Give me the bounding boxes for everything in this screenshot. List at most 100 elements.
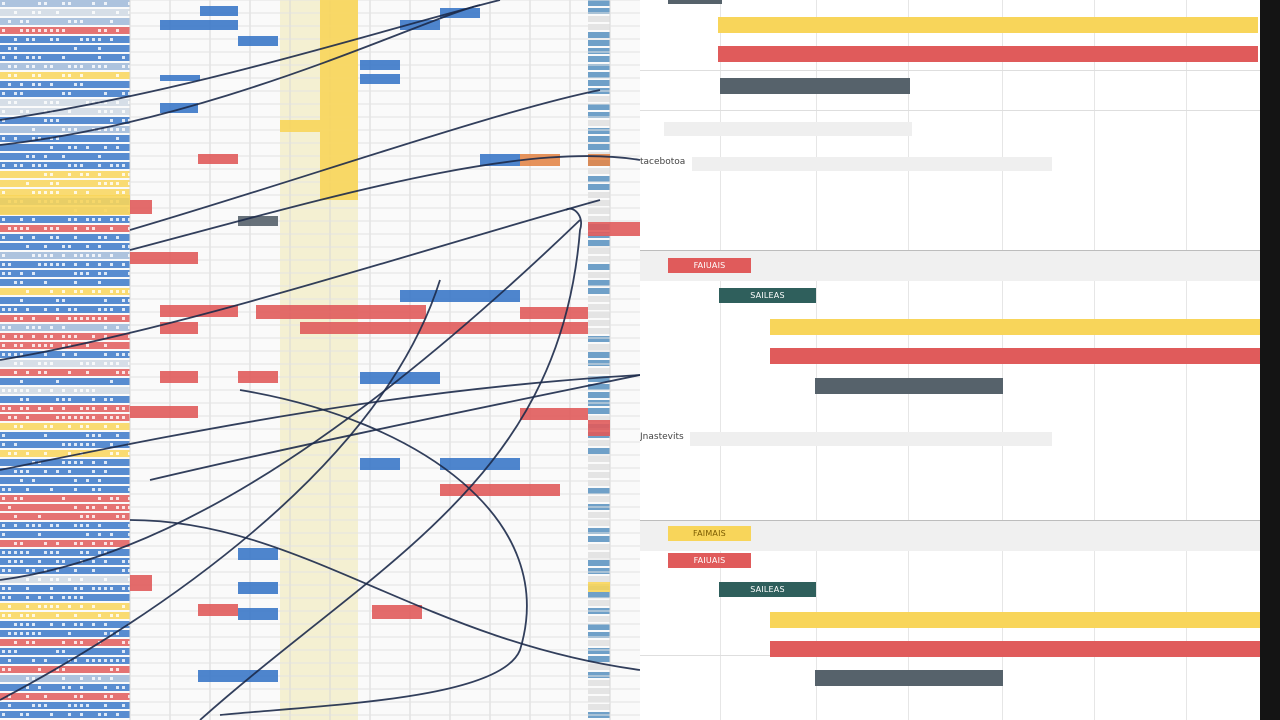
cell-text bbox=[26, 290, 29, 293]
cell-text bbox=[74, 281, 77, 284]
status-tag-teal[interactable]: SAILEAS bbox=[719, 288, 816, 303]
cell-text bbox=[86, 443, 89, 446]
cell-text bbox=[32, 164, 35, 167]
cell-text bbox=[26, 695, 29, 698]
cell-row bbox=[0, 378, 130, 385]
cell-text bbox=[98, 236, 101, 239]
cell-text bbox=[56, 650, 59, 653]
cell-text bbox=[50, 65, 53, 68]
cell-text bbox=[104, 344, 107, 347]
timeline-bar-yellow[interactable] bbox=[718, 17, 1258, 33]
cell-text bbox=[74, 335, 77, 338]
cell-text bbox=[110, 614, 113, 617]
cell-row bbox=[588, 136, 610, 142]
cell-text bbox=[74, 479, 77, 482]
cell-text bbox=[122, 317, 125, 320]
spreadsheet-pane[interactable] bbox=[0, 0, 640, 720]
cell-text bbox=[86, 245, 89, 248]
cell-text bbox=[56, 29, 59, 32]
cell-text bbox=[110, 290, 113, 293]
cell-text bbox=[62, 389, 65, 392]
cell-text bbox=[8, 551, 11, 554]
spreadsheet-canvas[interactable] bbox=[0, 0, 640, 720]
cell-row bbox=[588, 304, 610, 310]
cell-text bbox=[104, 425, 107, 428]
cell-text bbox=[44, 434, 47, 437]
cell-block bbox=[198, 154, 238, 164]
cell-text bbox=[32, 344, 35, 347]
cell-text bbox=[92, 587, 95, 590]
cell-text bbox=[2, 236, 5, 239]
timeline-pane[interactable]: tacebotoa FAIUAIS SAILEAS Jnastevits FAI… bbox=[640, 0, 1260, 720]
timeline-bar-slate[interactable] bbox=[668, 0, 722, 4]
cell-row bbox=[0, 18, 130, 25]
timeline-bar-red[interactable] bbox=[718, 46, 1258, 62]
cell-text bbox=[98, 47, 101, 50]
cell-text bbox=[98, 56, 101, 59]
cell-text bbox=[38, 344, 41, 347]
cell-text bbox=[8, 632, 11, 635]
cell-text bbox=[26, 56, 29, 59]
cell-text bbox=[122, 119, 125, 122]
cell-block bbox=[320, 0, 358, 200]
timeline-bar-slate[interactable] bbox=[720, 78, 910, 94]
cell-text bbox=[38, 515, 41, 518]
cell-text bbox=[122, 506, 125, 509]
timeline-bar-slate[interactable] bbox=[815, 670, 1003, 686]
cell-text bbox=[14, 362, 17, 365]
cell-text bbox=[80, 515, 83, 518]
cell-text bbox=[2, 551, 5, 554]
cell-text bbox=[14, 56, 17, 59]
cell-text bbox=[116, 137, 119, 140]
cell-text bbox=[110, 380, 113, 383]
cell-text bbox=[32, 29, 35, 32]
cell-text bbox=[104, 542, 107, 545]
timeline-bar-slate[interactable] bbox=[815, 378, 1003, 394]
status-tag-red[interactable]: FAIUAIS bbox=[668, 258, 751, 273]
cell-text bbox=[56, 38, 59, 41]
curve-line bbox=[0, 219, 581, 581]
cell-text bbox=[20, 299, 23, 302]
cell-text bbox=[56, 137, 59, 140]
cell-row bbox=[0, 369, 130, 376]
cell-text bbox=[74, 488, 77, 491]
cell-text bbox=[74, 47, 77, 50]
cell-text bbox=[68, 713, 71, 716]
cell-text bbox=[86, 101, 89, 104]
cell-text bbox=[8, 452, 11, 455]
cell-row bbox=[0, 279, 130, 286]
cell-text bbox=[92, 605, 95, 608]
cell-row bbox=[588, 24, 610, 30]
cell-text bbox=[20, 164, 23, 167]
timeline-bar-red[interactable] bbox=[770, 348, 1260, 364]
cell-text bbox=[56, 614, 59, 617]
timeline-bar-yellow[interactable] bbox=[770, 612, 1260, 628]
cell-row bbox=[588, 40, 610, 46]
cell-text bbox=[104, 578, 107, 581]
cell-text bbox=[62, 353, 65, 356]
status-tag-yellow[interactable]: FAIMAIS bbox=[668, 526, 751, 541]
cell-text bbox=[74, 416, 77, 419]
cell-text bbox=[80, 38, 83, 41]
cell-text bbox=[104, 2, 107, 5]
cell-text bbox=[122, 353, 125, 356]
timeline-bar-placeholder bbox=[690, 432, 1052, 446]
cell-text bbox=[8, 569, 11, 572]
cell-text bbox=[2, 713, 5, 716]
cell-text bbox=[14, 641, 17, 644]
cell-text bbox=[92, 65, 95, 68]
cell-text bbox=[92, 569, 95, 572]
cell-block bbox=[160, 75, 200, 81]
timeline-bar-yellow[interactable] bbox=[770, 319, 1260, 335]
cell-text bbox=[104, 551, 107, 554]
cell-row bbox=[588, 352, 610, 358]
status-tag-red[interactable]: FAIUAIS bbox=[668, 553, 751, 568]
cell-text bbox=[92, 38, 95, 41]
cell-block bbox=[440, 8, 480, 18]
cell-text bbox=[26, 326, 29, 329]
cell-text bbox=[62, 254, 65, 257]
timeline-bar-red[interactable] bbox=[770, 641, 1260, 657]
cell-row bbox=[0, 315, 130, 322]
status-tag-teal[interactable]: SAILEAS bbox=[719, 582, 816, 597]
cell-row bbox=[588, 184, 610, 190]
